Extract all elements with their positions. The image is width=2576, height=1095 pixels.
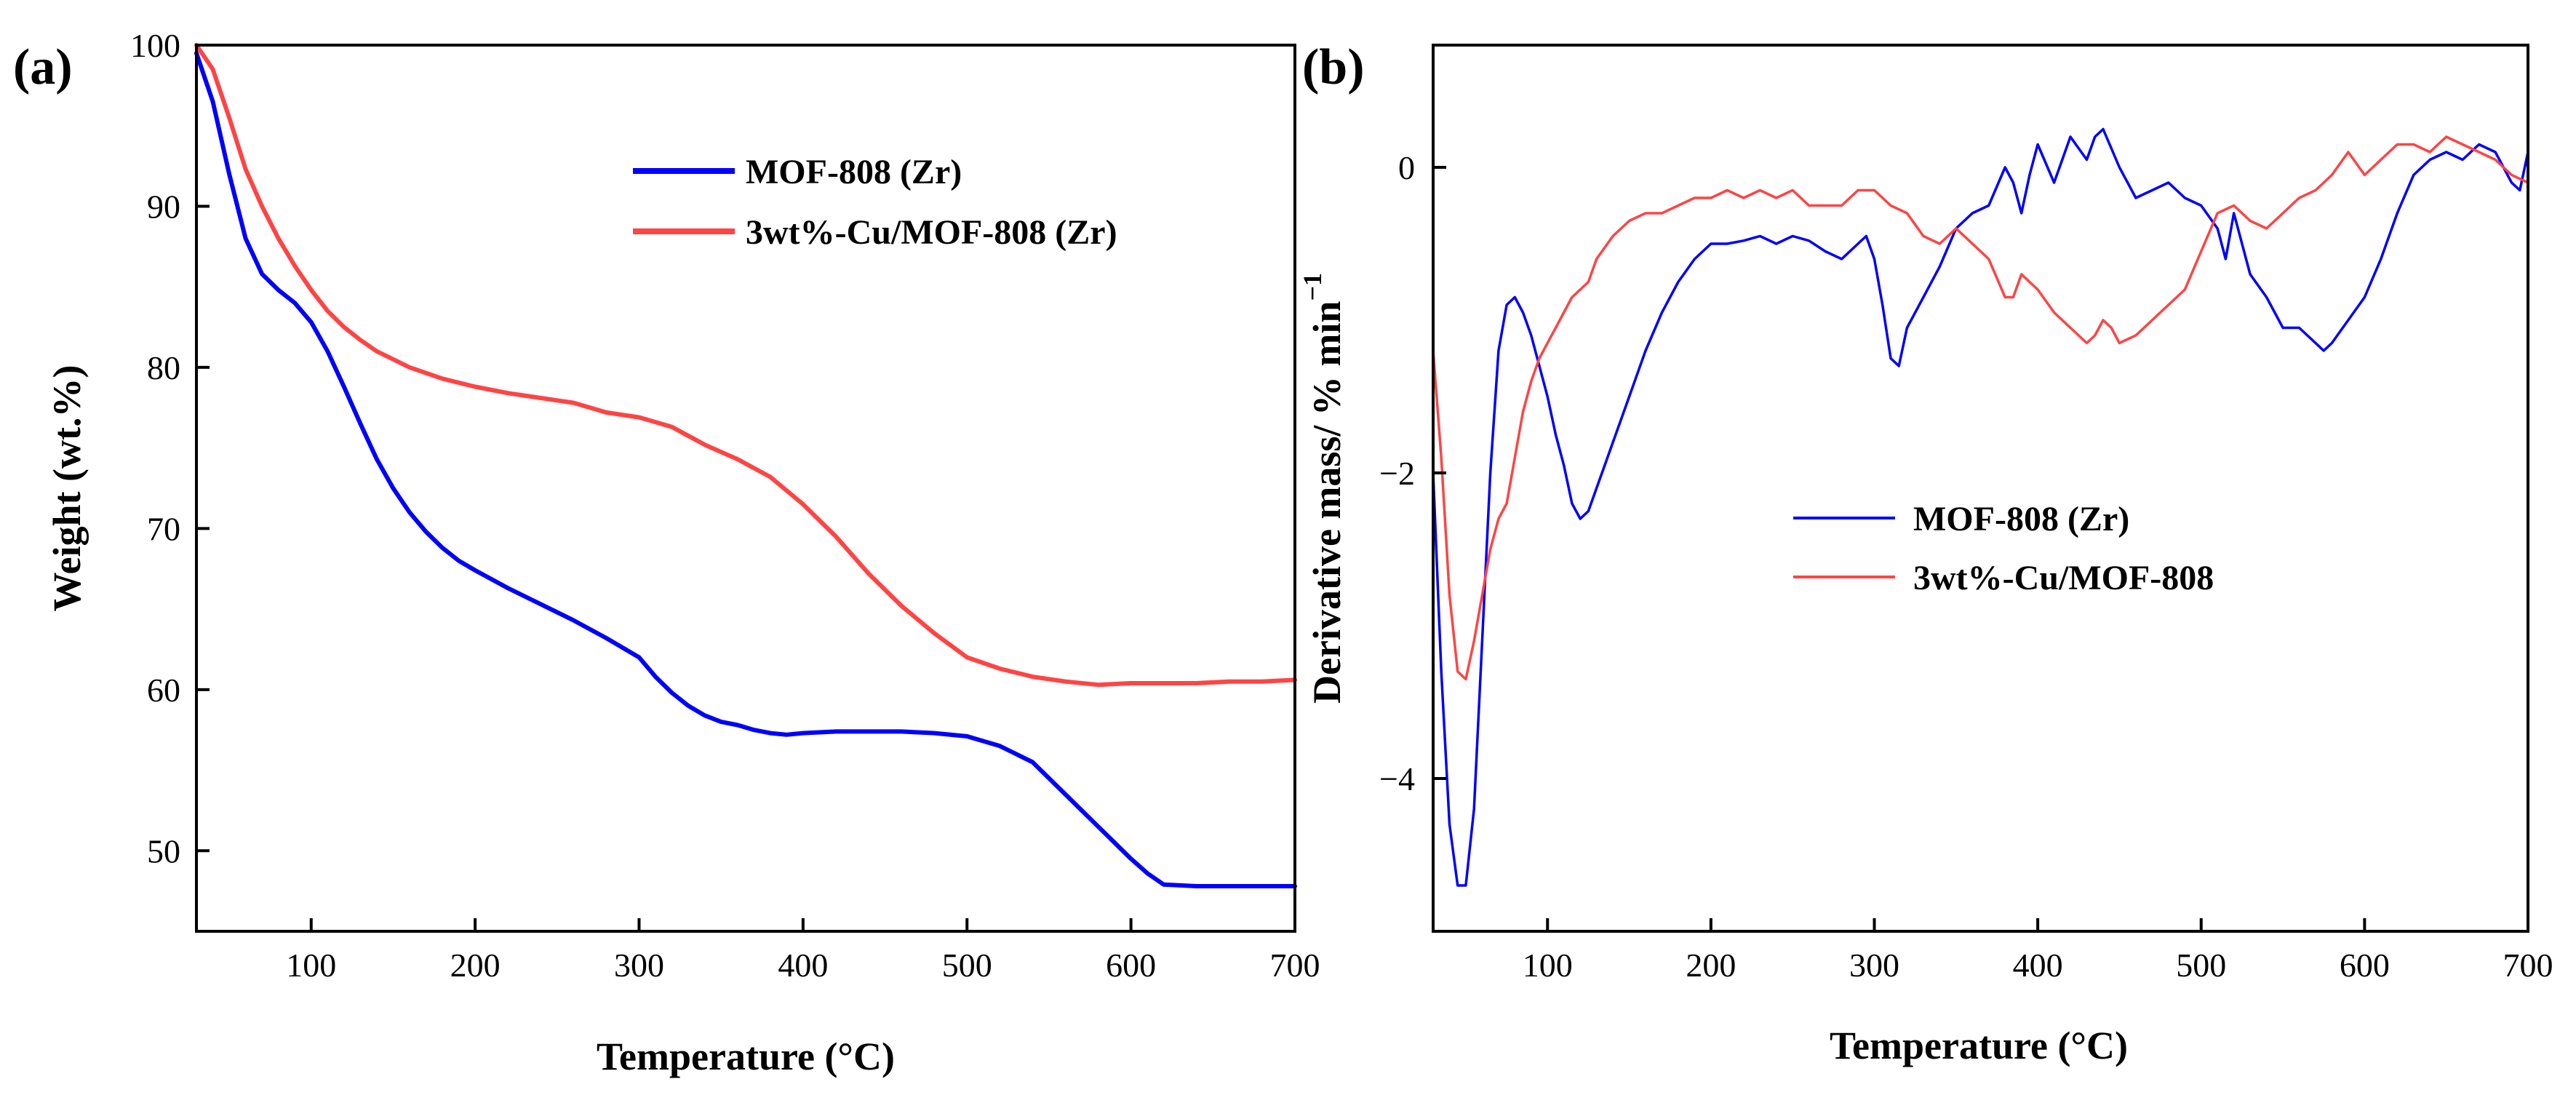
panel-a-legend-label-0: MOF-808 (Zr): [746, 153, 962, 191]
panel-a-plot-frame: [195, 44, 1296, 933]
panel-b: (b) 100 200 300 400 500 600 700 −4 −2 0 Temperatu…: [1298, 39, 2553, 1067]
panel-b-plot-frame: [1432, 44, 2529, 933]
panel-a-ylabel: Weight (wt.%): [45, 365, 89, 612]
panel-b-ylabel: Derivative mass/ % min−1: [1298, 273, 1349, 704]
panel-a-ytick-label: 100: [130, 27, 180, 64]
panel-a-xtick-label: 700: [1270, 947, 1320, 984]
panel-b-ytick-label: 0: [1398, 149, 1415, 186]
panel-b-xtick-label: 400: [2013, 947, 2063, 984]
panel-b-legend-label-1: 3wt%-Cu/MOF-808: [1913, 559, 2214, 597]
panel-b-xlabel: Temperature (°C): [1830, 1024, 2128, 1067]
panel-a-legend: MOF-808 (Zr) 3wt%-Cu/MOF-808 (Zr): [633, 153, 1117, 252]
panel-b-xtick-label: 100: [1523, 947, 1573, 984]
panel-a-xtick-label: 400: [778, 947, 828, 984]
panel-b-ytick-label: −2: [1379, 455, 1415, 492]
panel-b-xtick-label: 300: [1849, 947, 1899, 984]
panel-b-series-line-1: [1432, 135, 2529, 681]
panel-b-xtick-label: 500: [2176, 947, 2226, 984]
panel-b-xtick-label: 600: [2340, 947, 2390, 984]
panel-b-label: (b): [1302, 39, 1365, 95]
panel-a-series-line-1: [194, 43, 1297, 688]
panel-a: (a) 100 200 300 400 500 600 700 50 60 70 80 90 100 T…: [13, 27, 1320, 1078]
panel-a-label: (a): [13, 39, 73, 95]
panel-b-ticks-group: 100 200 300 400 500 600 700 −4 −2 0: [1379, 149, 2553, 984]
panel-a-xtick-label: 300: [614, 947, 664, 984]
panel-a-xtick-label: 500: [942, 947, 992, 984]
panel-a-ytick-label: 50: [147, 832, 180, 869]
panel-b-xtick-label: 200: [1686, 947, 1736, 984]
panel-a-ytick-label: 70: [147, 510, 180, 547]
panel-a-ticks-group: 100 200 300 400 500 600 700 50 60 70 80 90 100: [130, 27, 1320, 984]
panel-a-ytick-label: 80: [147, 349, 180, 386]
panel-a-series-line-0: [194, 51, 1297, 888]
panel-b-series-group: [1432, 127, 2529, 887]
panel-b-ylabel-main: Derivative mass/ % min: [1305, 301, 1349, 704]
panel-b-xtick-label: 700: [2503, 947, 2553, 984]
panel-b-legend-label-0: MOF-808 (Zr): [1913, 500, 2129, 538]
panel-a-ytick-label: 90: [147, 188, 180, 225]
panel-a-xlabel: Temperature (°C): [597, 1035, 895, 1078]
panel-a-legend-label-1: 3wt%-Cu/MOF-808 (Zr): [746, 213, 1117, 252]
panel-b-legend: MOF-808 (Zr) 3wt%-Cu/MOF-808: [1793, 500, 2214, 597]
panel-a-xtick-label: 200: [450, 947, 501, 984]
panel-a-ytick-label: 60: [147, 672, 180, 709]
panel-b-ytick-label: −4: [1379, 760, 1415, 797]
panel-a-xtick-label: 100: [286, 947, 336, 984]
panel-a-series-group: [194, 43, 1297, 888]
panel-b-series-line-0: [1432, 127, 2529, 887]
panel-b-ylabel-sup: −1: [1298, 273, 1327, 301]
panel-a-xtick-label: 600: [1106, 947, 1156, 984]
